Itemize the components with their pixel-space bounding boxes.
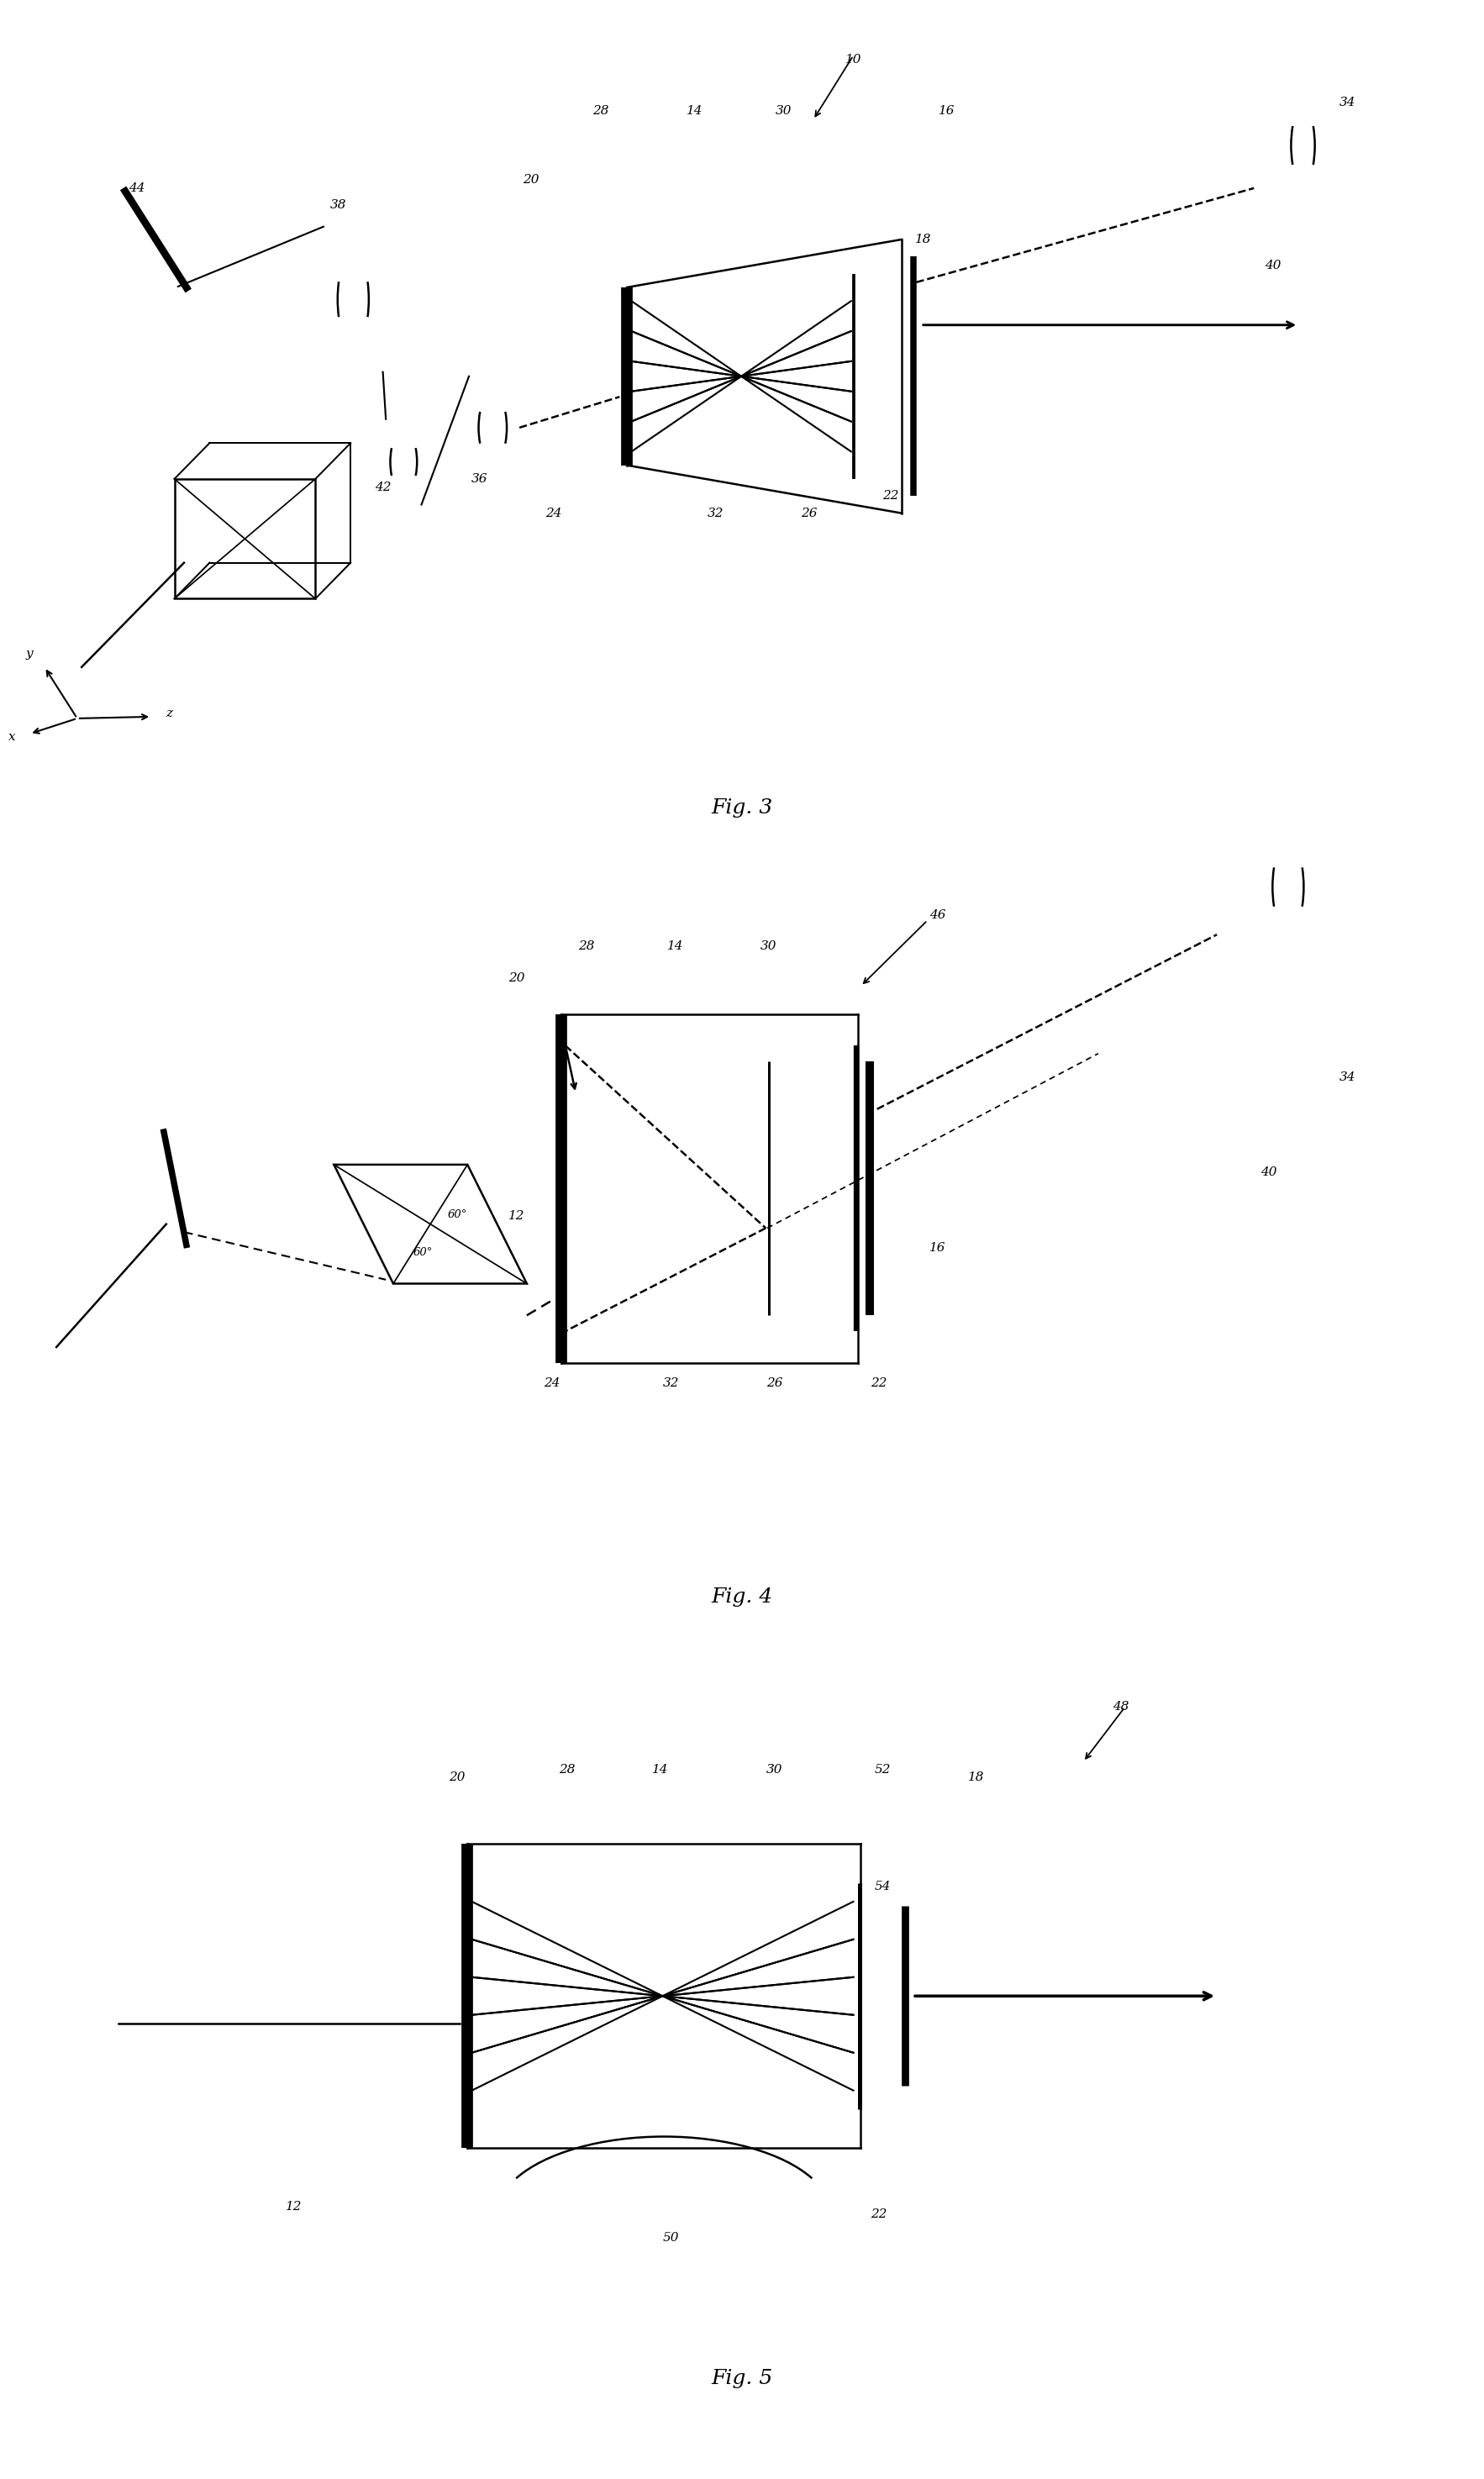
Text: 42: 42 bbox=[374, 481, 392, 493]
Text: 44: 44 bbox=[128, 183, 145, 193]
Text: 34: 34 bbox=[1339, 1071, 1356, 1083]
Text: 30: 30 bbox=[760, 940, 778, 952]
Text: 24: 24 bbox=[545, 508, 562, 518]
Text: 38: 38 bbox=[329, 198, 347, 211]
Text: 14: 14 bbox=[666, 940, 684, 952]
Text: 16: 16 bbox=[929, 1242, 947, 1254]
Text: 28: 28 bbox=[577, 940, 595, 952]
Text: 20: 20 bbox=[448, 1772, 466, 1782]
Text: 20: 20 bbox=[522, 174, 540, 186]
Text: 22: 22 bbox=[870, 1376, 887, 1388]
Text: 50: 50 bbox=[662, 2231, 680, 2243]
Text: 20: 20 bbox=[508, 972, 525, 984]
Text: 34: 34 bbox=[1339, 97, 1356, 109]
Text: 14: 14 bbox=[686, 104, 703, 117]
Text: 48: 48 bbox=[1112, 1701, 1129, 1713]
Text: Fig. 5: Fig. 5 bbox=[711, 2370, 773, 2387]
Text: 32: 32 bbox=[662, 1376, 680, 1388]
Text: 40: 40 bbox=[1264, 260, 1282, 270]
Text: 22: 22 bbox=[870, 2209, 887, 2221]
Text: 12: 12 bbox=[508, 1210, 525, 1222]
Text: 52: 52 bbox=[874, 1763, 892, 1775]
Text: 14: 14 bbox=[651, 1763, 669, 1775]
Text: 18: 18 bbox=[968, 1772, 985, 1782]
Text: z: z bbox=[166, 707, 172, 719]
Text: 32: 32 bbox=[706, 508, 724, 518]
Text: 54: 54 bbox=[874, 1882, 892, 1891]
Text: 40: 40 bbox=[1260, 1168, 1278, 1178]
Text: 28: 28 bbox=[558, 1763, 576, 1775]
Text: 60°: 60° bbox=[413, 1247, 433, 1259]
Text: Fig. 4: Fig. 4 bbox=[711, 1587, 773, 1606]
Text: 36: 36 bbox=[470, 473, 488, 486]
Text: 16: 16 bbox=[938, 104, 956, 117]
Text: y: y bbox=[27, 647, 33, 659]
Text: 26: 26 bbox=[800, 508, 818, 518]
Text: 22: 22 bbox=[881, 491, 899, 501]
Text: 28: 28 bbox=[592, 104, 610, 117]
Text: x: x bbox=[9, 731, 15, 744]
Text: 46: 46 bbox=[929, 910, 947, 920]
Text: 24: 24 bbox=[543, 1376, 561, 1388]
Text: 26: 26 bbox=[766, 1376, 784, 1388]
Text: 30: 30 bbox=[775, 104, 792, 117]
Text: 12: 12 bbox=[285, 2201, 303, 2214]
Text: 30: 30 bbox=[766, 1763, 784, 1775]
Text: 10: 10 bbox=[844, 55, 862, 67]
Text: 18: 18 bbox=[914, 233, 932, 245]
Text: Fig. 3: Fig. 3 bbox=[711, 798, 773, 818]
Text: 60°: 60° bbox=[447, 1210, 467, 1220]
